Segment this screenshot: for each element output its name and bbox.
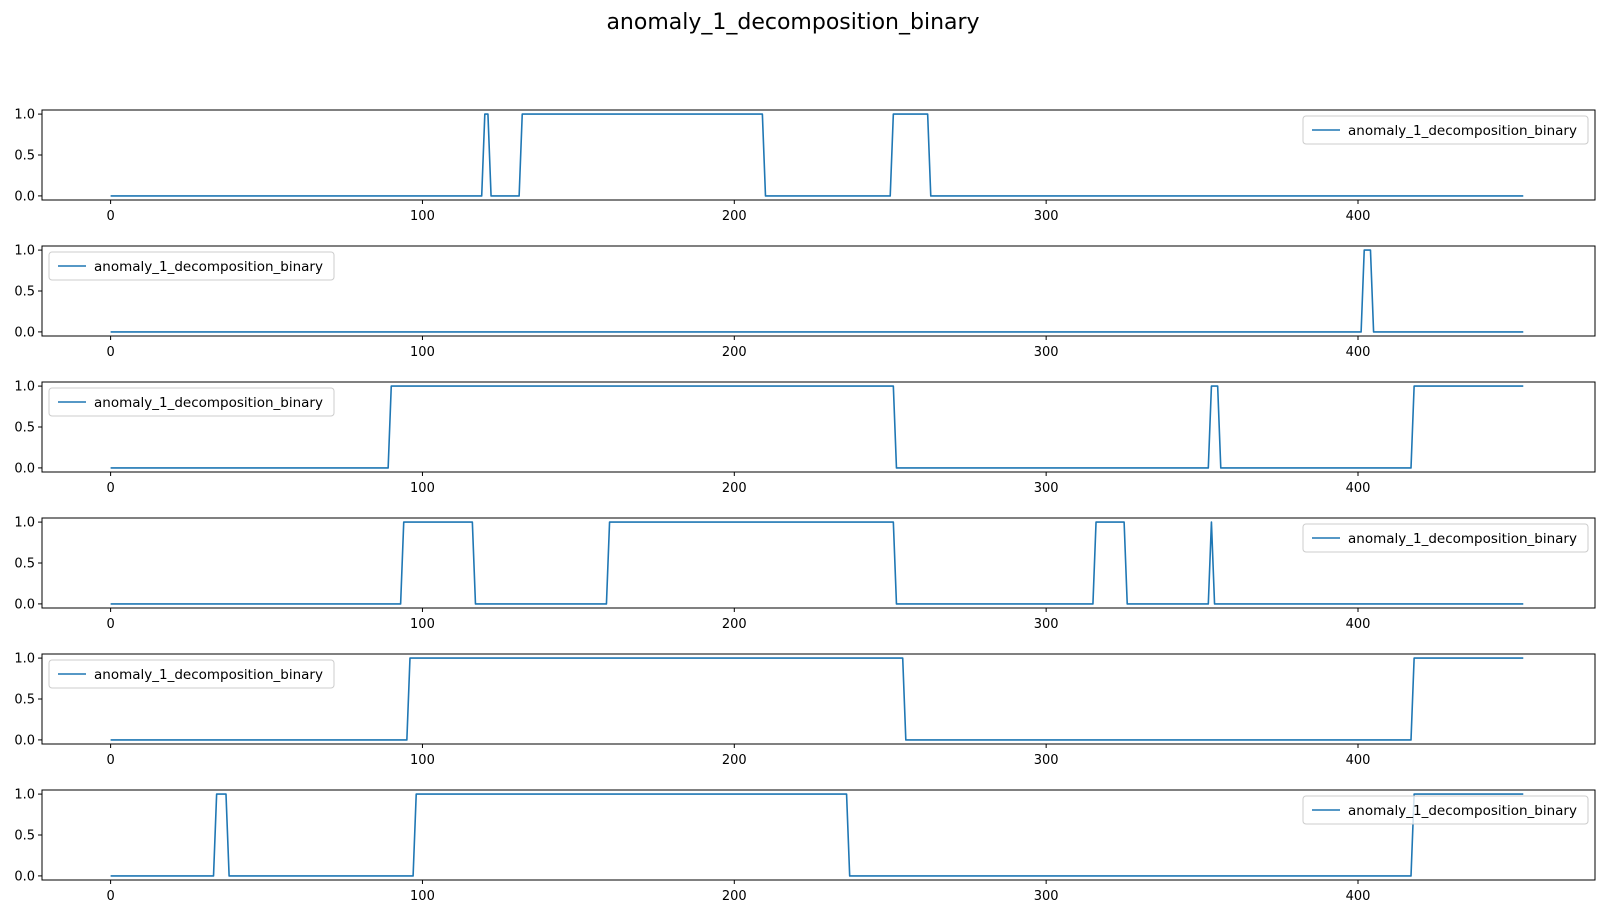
x-tick-label: 100 — [410, 889, 435, 904]
x-tick-label: 300 — [1034, 345, 1059, 360]
series-line-1 — [110, 657, 1524, 741]
y-tick-label: 0.0 — [14, 869, 35, 884]
legend-label: anomaly_1_decomposition_binary — [1348, 123, 1577, 139]
y-tick-label: 1.0 — [14, 380, 35, 395]
x-tick-label: 300 — [1034, 889, 1059, 904]
y-tick-label: 1.0 — [14, 108, 35, 123]
legend-label: anomaly_1_decomposition_binary — [1348, 531, 1577, 547]
legend-box — [48, 251, 335, 281]
subplot-1: 0 100 200 300 400 0.0 0.5 1.0 anomaly_1_decompos… — [14, 108, 1596, 224]
x-tick-label: 300 — [1034, 753, 1059, 768]
y-tick-label: 0.5 — [14, 829, 35, 844]
x-tick-label: 100 — [410, 345, 435, 360]
x-tick-label: 200 — [722, 753, 747, 768]
series-line-1 — [110, 385, 1524, 469]
x-tick-label: 200 — [722, 617, 747, 632]
y-tick-label: 0.0 — [14, 597, 35, 612]
x-tick-label: 0 — [106, 753, 114, 768]
y-tick-label: 0.5 — [14, 149, 35, 164]
series-line-1 — [110, 249, 1524, 333]
y-tick-label: 0.0 — [14, 733, 35, 748]
legend: anomaly_1_decomposition_binary — [48, 387, 335, 417]
x-tick-label: 400 — [1346, 345, 1371, 360]
y-tick-label: 1.0 — [14, 652, 35, 667]
x-tick-label: 300 — [1034, 209, 1059, 224]
x-tick-label: 100 — [410, 753, 435, 768]
x-tick-label: 200 — [722, 481, 747, 496]
legend-label: anomaly_1_decomposition_binary — [1348, 803, 1577, 819]
x-tick-label: 200 — [722, 345, 747, 360]
x-tick-label: 100 — [410, 481, 435, 496]
x-tick-label: 400 — [1346, 889, 1371, 904]
x-tick-label: 400 — [1346, 481, 1371, 496]
x-tick-label: 400 — [1346, 617, 1371, 632]
legend: anomaly_1_decomposition_binary — [48, 251, 335, 281]
legend: anomaly_1_decomposition_binary — [48, 659, 335, 689]
subplot-2: 0 100 200 300 400 0.0 0.5 1.0 anomaly_1_decompos… — [14, 244, 1596, 360]
legend: anomaly_1_decomposition_binary — [1302, 115, 1589, 145]
legend-box — [1302, 795, 1589, 825]
y-tick-label: 0.0 — [14, 189, 35, 204]
y-tick-label: 1.0 — [14, 516, 35, 531]
y-tick-label: 1.0 — [14, 788, 35, 803]
series-line-1 — [110, 113, 1524, 197]
x-tick-label: 100 — [410, 209, 435, 224]
x-tick-label: 300 — [1034, 481, 1059, 496]
x-tick-label: 400 — [1346, 209, 1371, 224]
subplot-4: 0 100 200 300 400 0.0 0.5 1.0 anomaly_1_decompos… — [14, 516, 1596, 632]
figure-title: anomaly_1_decomposition_binary — [606, 10, 979, 35]
legend-box — [48, 659, 335, 689]
y-tick-label: 0.5 — [14, 421, 35, 436]
legend-box — [1302, 115, 1589, 145]
legend-box — [48, 387, 335, 417]
subplots: 0 100 200 300 400 0.0 0.5 1.0 anomaly_1_decompos… — [14, 108, 1596, 904]
legend: anomaly_1_decomposition_binary — [1302, 523, 1589, 553]
legend-label: anomaly_1_decomposition_binary — [94, 395, 323, 411]
subplot-6: 0 100 200 300 400 0.0 0.5 1.0 anomaly_1_decompos… — [14, 788, 1596, 904]
x-tick-label: 0 — [106, 345, 114, 360]
legend-label: anomaly_1_decomposition_binary — [94, 667, 323, 683]
x-tick-label: 100 — [410, 617, 435, 632]
x-tick-label: 200 — [722, 889, 747, 904]
subplot-3: 0 100 200 300 400 0.0 0.5 1.0 anomaly_1_decompos… — [14, 380, 1596, 496]
x-tick-label: 0 — [106, 617, 114, 632]
series-line-1 — [110, 521, 1524, 605]
y-tick-label: 0.0 — [14, 325, 35, 340]
x-tick-label: 0 — [106, 481, 114, 496]
y-tick-label: 0.5 — [14, 557, 35, 572]
legend-box — [1302, 523, 1589, 553]
legend-label: anomaly_1_decomposition_binary — [94, 259, 323, 275]
y-tick-label: 0.5 — [14, 693, 35, 708]
x-tick-label: 200 — [722, 209, 747, 224]
y-tick-label: 0.0 — [14, 461, 35, 476]
x-tick-label: 400 — [1346, 753, 1371, 768]
subplot-5: 0 100 200 300 400 0.0 0.5 1.0 anomaly_1_decompos… — [14, 652, 1596, 768]
y-tick-label: 0.5 — [14, 285, 35, 300]
legend: anomaly_1_decomposition_binary — [1302, 795, 1589, 825]
series-line-1 — [110, 793, 1524, 877]
y-tick-label: 1.0 — [14, 244, 35, 259]
x-tick-label: 300 — [1034, 617, 1059, 632]
x-tick-label: 0 — [106, 209, 114, 224]
x-tick-label: 0 — [106, 889, 114, 904]
